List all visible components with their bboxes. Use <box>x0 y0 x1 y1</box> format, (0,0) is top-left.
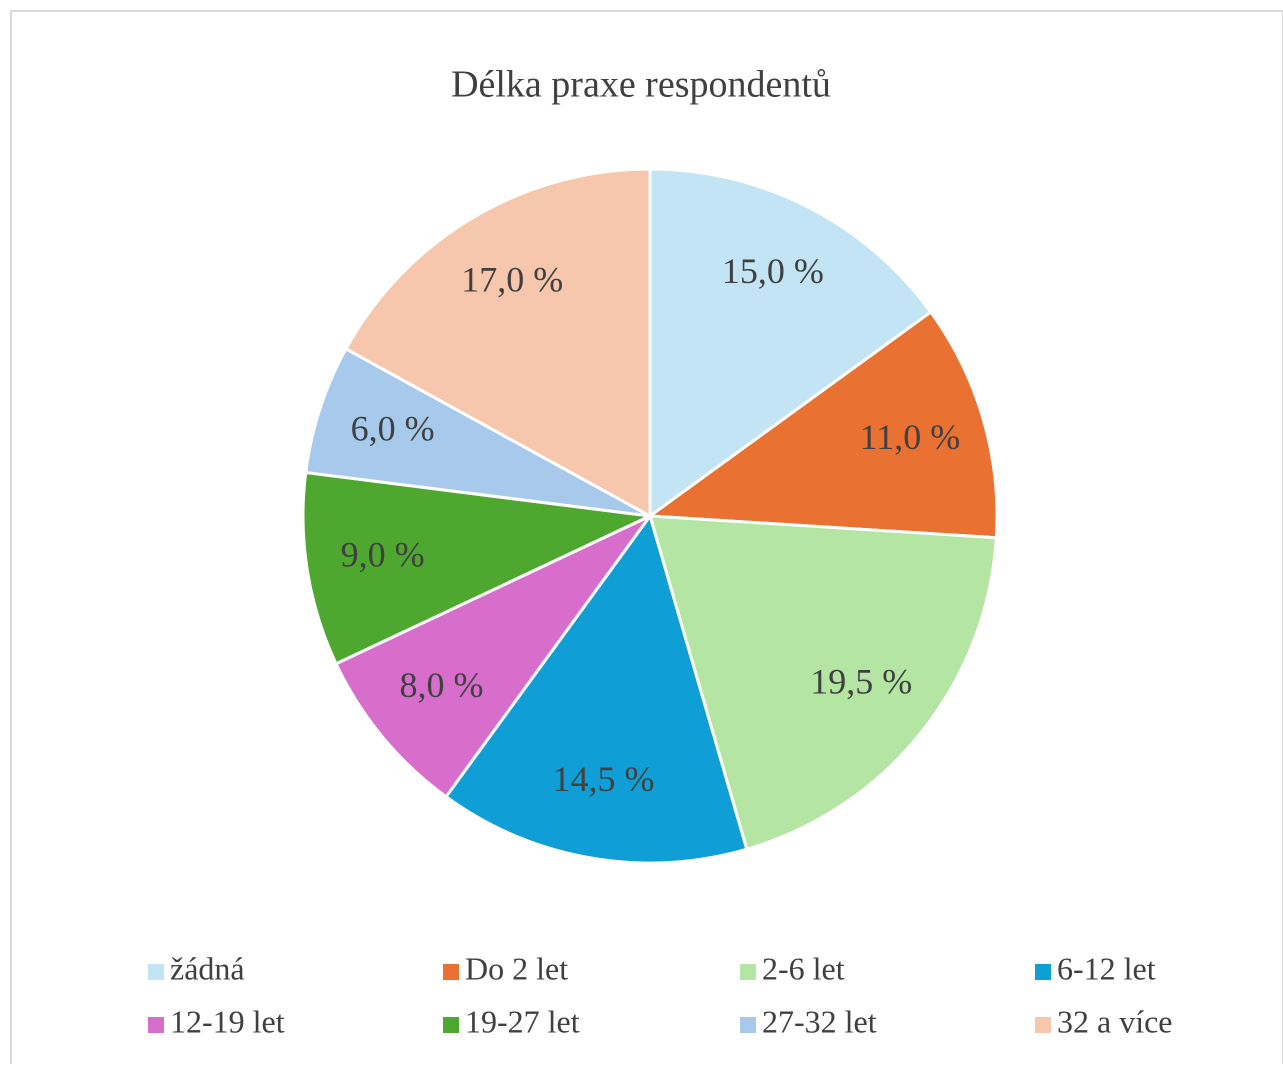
pie-slice <box>334 514 652 799</box>
data-label: 19,5 % <box>810 661 912 701</box>
legend-label: 32 a více <box>1057 1003 1173 1039</box>
legend-swatch <box>443 1017 459 1033</box>
legend-label: 19-27 let <box>465 1003 580 1039</box>
pie-slice <box>443 512 749 865</box>
legend-swatch <box>1035 1017 1051 1033</box>
legend-swatch <box>1035 964 1051 980</box>
legend-label: 6-12 let <box>1057 950 1156 986</box>
pie-slice <box>647 514 998 852</box>
chart-title: Délka praxe respondentů <box>451 64 831 106</box>
pie-slice <box>645 309 999 540</box>
data-label: 6,0 % <box>351 409 435 449</box>
data-label: 9,0 % <box>341 535 425 575</box>
pie-slice <box>304 346 651 518</box>
pie-slice <box>301 470 656 666</box>
pie-slice <box>648 167 933 519</box>
legend-label: Do 2 let <box>465 950 568 986</box>
legend-swatch <box>740 1017 756 1033</box>
legend-swatch <box>148 1017 164 1033</box>
data-label: 11,0 % <box>860 417 961 457</box>
data-label: 15,0 % <box>722 251 824 291</box>
legend-label: žádná <box>170 950 245 986</box>
legend-label: 12-19 let <box>170 1003 285 1039</box>
legend-label: 2-6 let <box>762 950 845 986</box>
legend-swatch <box>443 964 459 980</box>
legend-swatch <box>148 964 164 980</box>
data-label: 8,0 % <box>399 665 483 705</box>
data-label: 17,0 % <box>461 259 563 299</box>
pie-slice <box>343 167 652 519</box>
legend-swatch <box>740 964 756 980</box>
data-label: 14,5 % <box>552 759 654 799</box>
legend-label: 27-32 let <box>762 1003 877 1039</box>
